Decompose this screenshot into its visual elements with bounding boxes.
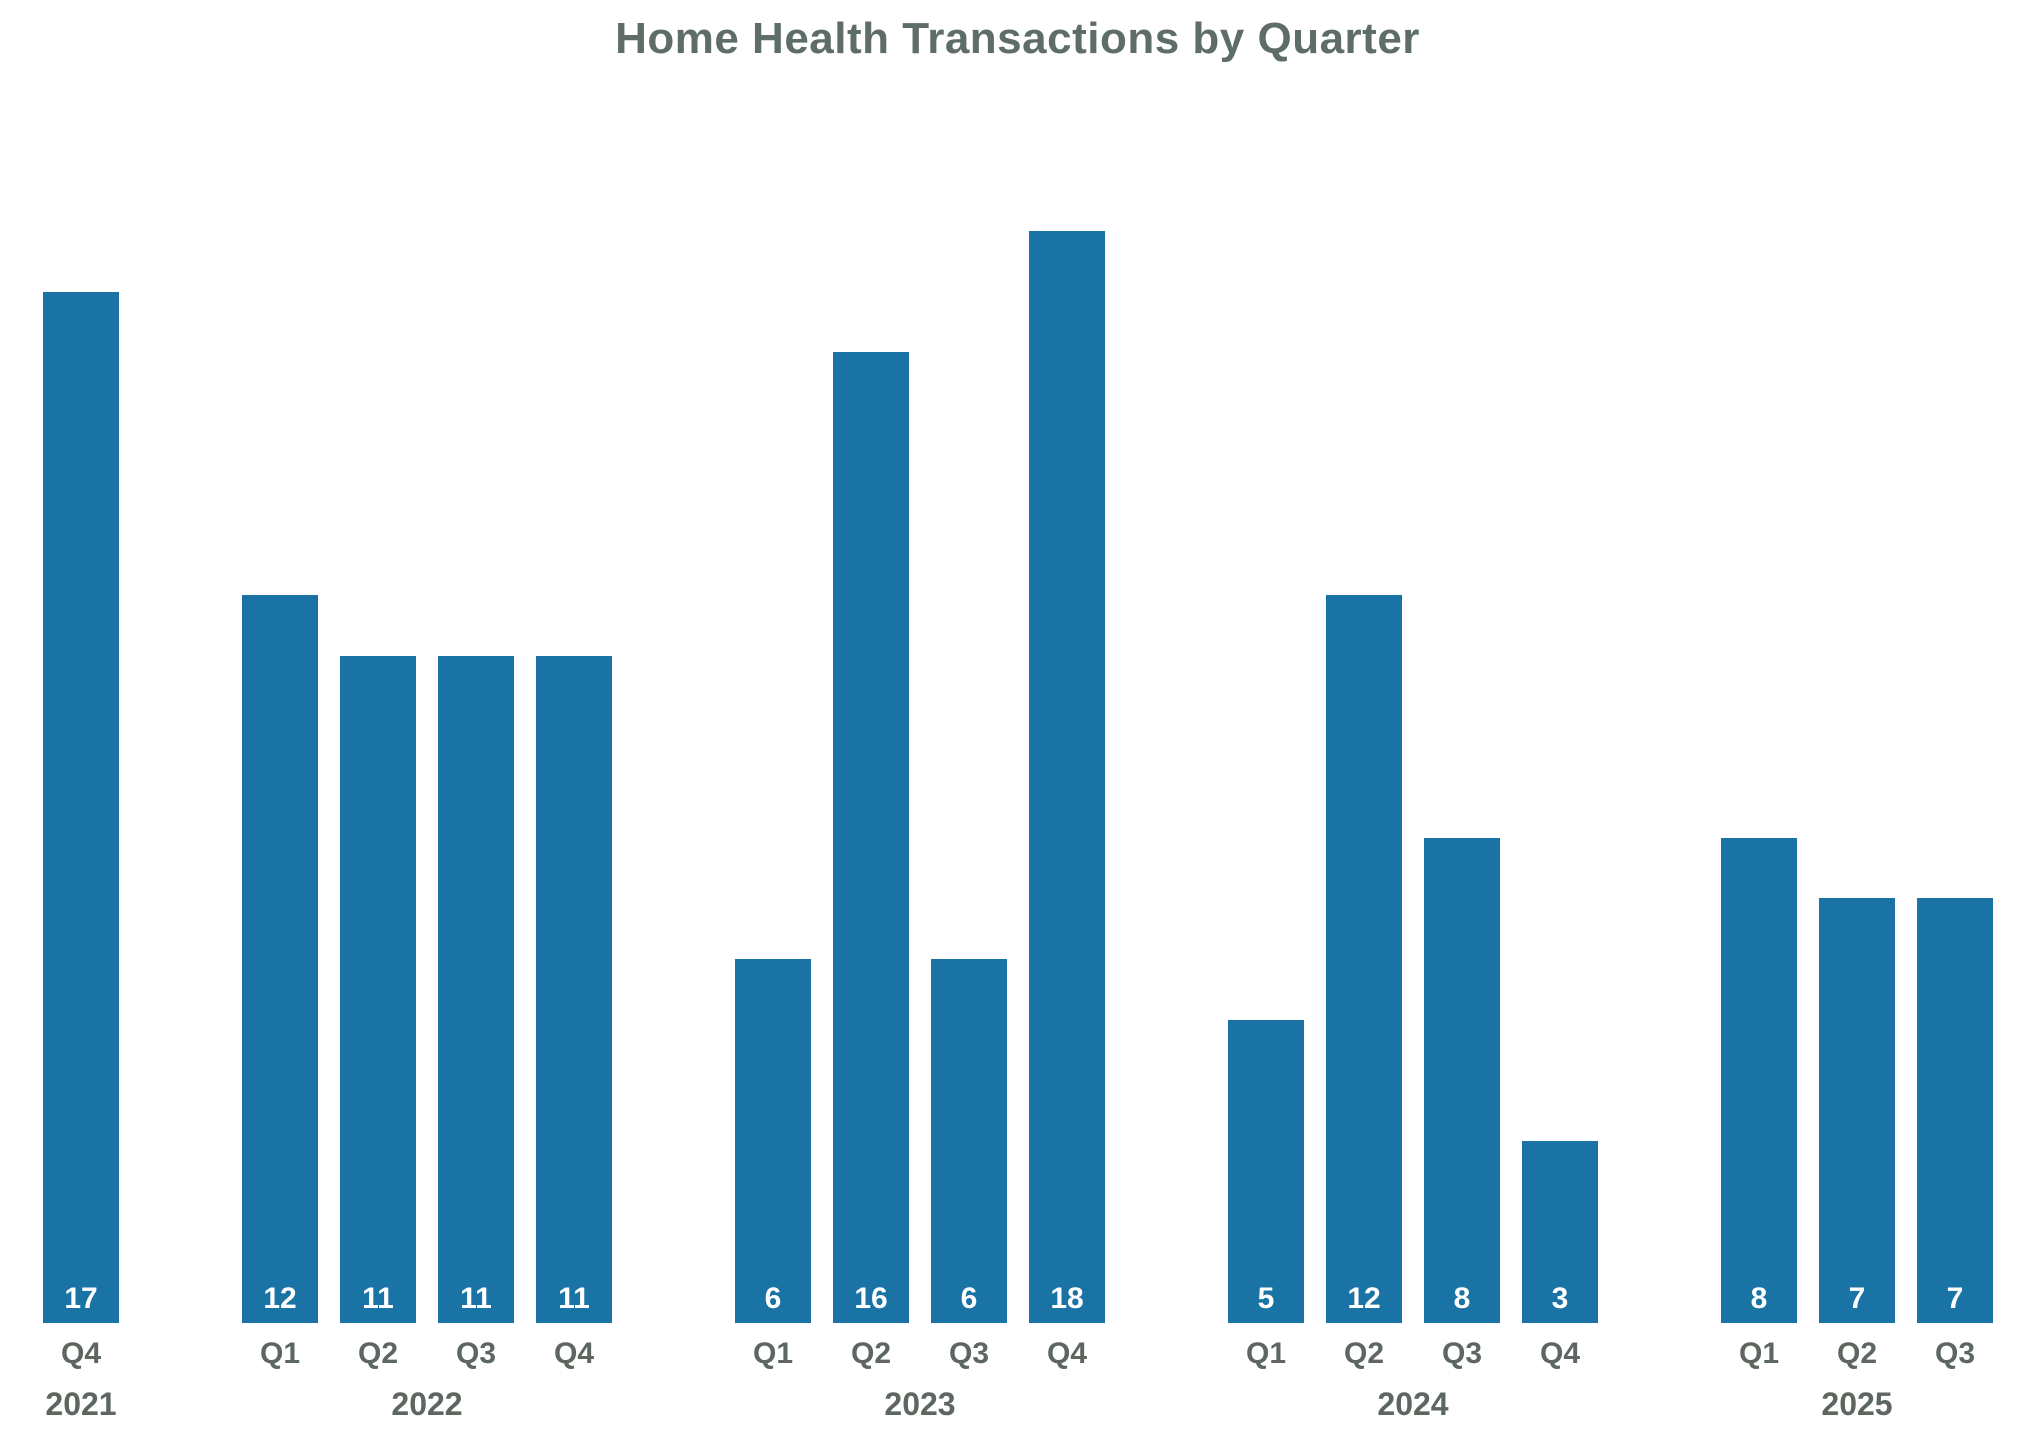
x-tick-quarter: Q1: [1738, 1337, 1780, 1370]
bar-row-2021: 17: [43, 231, 119, 1323]
bar-value-label: 7: [1946, 1282, 1964, 1315]
quarter-tick-row-2025: Q1 Q2 Q3: [1721, 1337, 1993, 1370]
x-tick-quarter: Q3: [948, 1337, 990, 1370]
bar-2025-Q2: 7: [1819, 898, 1895, 1323]
bar-group-2024: 5 12 8 3 Q1 Q2 Q3 Q4 2024: [1228, 231, 1598, 1422]
bar-2025-Q3: 7: [1917, 898, 1993, 1323]
bar-value-label: 17: [64, 1282, 98, 1315]
x-tick-year: 2021: [45, 1386, 117, 1422]
bar-2023-Q3: 6: [931, 959, 1007, 1323]
x-tick-quarter: Q3: [455, 1337, 497, 1370]
bar-2022-Q2: 11: [340, 656, 416, 1323]
bar-value-label: 11: [558, 1282, 590, 1315]
bar-row-2024: 5 12 8 3: [1228, 231, 1598, 1323]
x-tick-quarter: Q2: [357, 1337, 399, 1370]
bar-groups: 17 Q4 2021 12 11 11 11 Q1 Q2 Q3 Q4 2022 6 16 6 18 Q1 Q2 Q3…: [43, 231, 1993, 1422]
bar-value-label: 7: [1848, 1282, 1866, 1315]
chart-title: Home Health Transactions by Quarter: [615, 14, 1420, 63]
quarter-tick-row-2021: Q4: [43, 1337, 119, 1370]
bar-value-label: 6: [764, 1282, 782, 1315]
bar-2024-Q1: 5: [1228, 1020, 1304, 1323]
bar-2024-Q2: 12: [1326, 595, 1402, 1323]
bar-value-label: 8: [1453, 1282, 1471, 1315]
bar-group-2021: 17 Q4 2021: [43, 231, 119, 1422]
quarter-tick-row-2023: Q1 Q2 Q3 Q4: [735, 1337, 1105, 1370]
x-tick-quarter: Q1: [259, 1337, 301, 1370]
x-tick-year: 2022: [391, 1386, 463, 1422]
bar-value-label: 11: [460, 1282, 492, 1315]
bar-value-label: 18: [1050, 1282, 1084, 1315]
x-tick-quarter: Q2: [1343, 1337, 1385, 1370]
bar-2024-Q4: 3: [1522, 1141, 1598, 1323]
bar-2023-Q1: 6: [735, 959, 811, 1323]
bar-value-label: 12: [263, 1282, 297, 1315]
quarter-tick-row-2022: Q1 Q2 Q3 Q4: [242, 1337, 612, 1370]
bar-2023-Q2: 16: [833, 352, 909, 1323]
bar-2022-Q3: 11: [438, 656, 514, 1323]
bar-group-2023: 6 16 6 18 Q1 Q2 Q3 Q4 2023: [735, 231, 1105, 1422]
x-tick-quarter: Q2: [1836, 1337, 1878, 1370]
bar-2022-Q4: 11: [536, 656, 612, 1323]
x-tick-quarter: Q4: [1539, 1337, 1581, 1370]
bar-value-label: 3: [1551, 1282, 1569, 1315]
bar-2023-Q4: 18: [1029, 231, 1105, 1323]
bar-value-label: 5: [1257, 1282, 1275, 1315]
x-tick-quarter: Q2: [850, 1337, 892, 1370]
x-tick-quarter: Q3: [1934, 1337, 1976, 1370]
bar-2022-Q1: 12: [242, 595, 318, 1323]
x-tick-quarter: Q1: [752, 1337, 794, 1370]
bar-2024-Q3: 8: [1424, 838, 1500, 1323]
x-tick-quarter: Q1: [1245, 1337, 1287, 1370]
x-tick-quarter: Q4: [553, 1337, 595, 1370]
x-tick-quarter: Q4: [1046, 1337, 1088, 1370]
bar-value-label: 11: [362, 1282, 394, 1315]
x-tick-year: 2023: [884, 1386, 956, 1422]
bar-2021-Q4: 17: [43, 292, 119, 1323]
bar-value-label: 8: [1750, 1282, 1768, 1315]
x-tick-year: 2025: [1821, 1386, 1893, 1422]
bar-group-2025: 8 7 7 Q1 Q2 Q3 2025: [1721, 231, 1993, 1422]
bar-value-label: 12: [1347, 1282, 1381, 1315]
bar-row-2023: 6 16 6 18: [735, 231, 1105, 1323]
quarter-tick-row-2024: Q1 Q2 Q3 Q4: [1228, 1337, 1598, 1370]
bar-row-2022: 12 11 11 11: [242, 231, 612, 1323]
x-tick-quarter: Q3: [1441, 1337, 1483, 1370]
x-tick-year: 2024: [1377, 1386, 1449, 1422]
bar-row-2025: 8 7 7: [1721, 231, 1993, 1323]
x-tick-quarter: Q4: [60, 1337, 102, 1370]
bar-group-2022: 12 11 11 11 Q1 Q2 Q3 Q4 2022: [242, 231, 612, 1422]
bar-2025-Q1: 8: [1721, 838, 1797, 1323]
bar-value-label: 6: [960, 1282, 978, 1315]
bar-value-label: 16: [854, 1282, 888, 1315]
